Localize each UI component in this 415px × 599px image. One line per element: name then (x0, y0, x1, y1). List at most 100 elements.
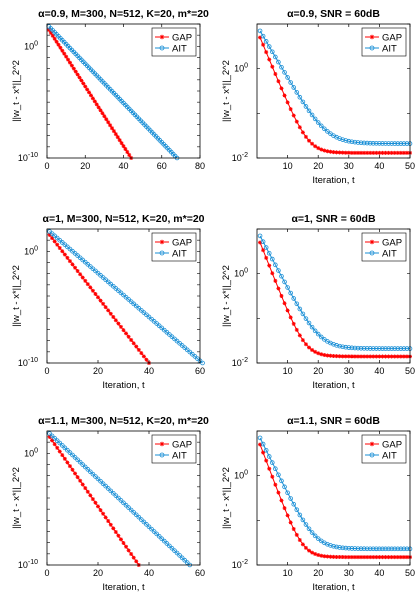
data-point-circle (383, 346, 388, 351)
data-point-star (279, 293, 284, 298)
y-axis-label: ||w_t - x*||_2^2 (221, 467, 232, 529)
series-ait (257, 28, 413, 146)
data-point-star (55, 242, 60, 247)
data-point-circle (300, 517, 306, 523)
data-point-circle (297, 512, 303, 518)
data-point-star (62, 456, 67, 461)
data-point-circle (294, 90, 300, 95)
data-point-circle (279, 273, 284, 279)
data-point-star (121, 541, 126, 546)
legend-marker-circle (159, 250, 165, 256)
data-point-circle (315, 120, 321, 125)
data-point-star (73, 69, 78, 74)
data-point-circle (355, 546, 361, 551)
data-point-star (111, 314, 116, 319)
data-point-star (116, 533, 121, 538)
legend-marker-circle (159, 45, 165, 51)
data-point-star (362, 354, 367, 359)
data-point-circle (309, 112, 315, 118)
data-point-circle (151, 529, 157, 534)
data-point-star (124, 331, 129, 336)
data-point-circle (260, 441, 266, 447)
data-point-star (325, 554, 330, 559)
data-point-star (108, 123, 113, 128)
data-point-star (62, 51, 67, 56)
data-point-circle (82, 464, 88, 470)
data-point-star (349, 555, 354, 560)
y-tick-exponent: -2 (242, 357, 248, 364)
data-point-star (108, 522, 113, 527)
data-point-star (276, 286, 281, 291)
legend-box (361, 232, 407, 262)
data-point-star (90, 497, 95, 502)
data-point-star (56, 42, 61, 47)
data-point-star (270, 64, 275, 69)
data-point-star (75, 475, 80, 480)
data-point-circle (395, 346, 401, 351)
x-tick-label: 10 (283, 568, 293, 578)
y-axis-label: ||w_t - x*||_2^2 (11, 60, 22, 122)
data-point-circle (349, 345, 355, 351)
data-point-star (121, 144, 126, 149)
data-point-star (103, 305, 108, 310)
data-point-circle (285, 75, 290, 80)
data-point-circle (156, 534, 162, 539)
legend-box (361, 27, 407, 57)
data-point-star (303, 545, 308, 550)
data-point-star (85, 282, 90, 287)
data-point-circle (331, 342, 336, 347)
data-point-circle (389, 141, 394, 146)
data-point-star (81, 81, 86, 86)
y-tick-exponent: 0 (244, 63, 248, 70)
data-point-circle (361, 140, 367, 146)
series-gap (47, 232, 151, 365)
data-point-star (83, 486, 88, 491)
legend-label: AIT (382, 450, 397, 461)
data-point-star (94, 102, 99, 107)
data-point-circle (352, 139, 358, 145)
data-point-star (386, 354, 391, 359)
data-point-circle (404, 141, 410, 146)
data-point-star (294, 327, 299, 332)
data-point-circle (306, 526, 312, 532)
data-point-star (79, 78, 84, 83)
data-point-star (365, 150, 370, 155)
legend-box (151, 434, 197, 464)
data-point-circle (266, 250, 272, 256)
y-tick-base: 10 (18, 560, 28, 570)
data-point-star (291, 321, 296, 326)
y-tick-label: 10-10 (18, 357, 38, 368)
data-point-star (359, 150, 364, 155)
data-point-star (313, 144, 318, 149)
data-point-star (134, 559, 139, 564)
y-tick-base: 10 (18, 358, 28, 368)
data-point-star (380, 354, 385, 359)
data-point-star (349, 354, 354, 359)
data-point-star (98, 108, 103, 113)
data-point-star (294, 119, 299, 124)
data-point-star (346, 150, 351, 155)
data-point-circle (300, 99, 306, 105)
data-point-star (337, 555, 342, 560)
data-point-star (87, 90, 92, 95)
data-point-star (73, 265, 78, 270)
legend-label: GAP (172, 237, 192, 248)
data-point-circle (325, 129, 330, 134)
data-point-circle (288, 496, 293, 501)
y-tick-exponent: 0 (34, 245, 38, 252)
data-point-star (294, 532, 299, 537)
data-point-star (331, 354, 336, 359)
data-point-circle (364, 140, 370, 146)
data-point-circle (263, 39, 269, 44)
data-point-star (52, 442, 57, 447)
data-point-star (134, 344, 139, 349)
x-tick-label: 60 (195, 568, 205, 578)
data-point-circle (257, 28, 263, 34)
data-point-star (334, 150, 339, 155)
data-point-star (328, 353, 333, 358)
data-point-star (300, 542, 305, 547)
x-tick-label: 40 (374, 366, 384, 376)
data-point-star (279, 498, 284, 503)
x-tick-label: 10 (283, 161, 293, 171)
